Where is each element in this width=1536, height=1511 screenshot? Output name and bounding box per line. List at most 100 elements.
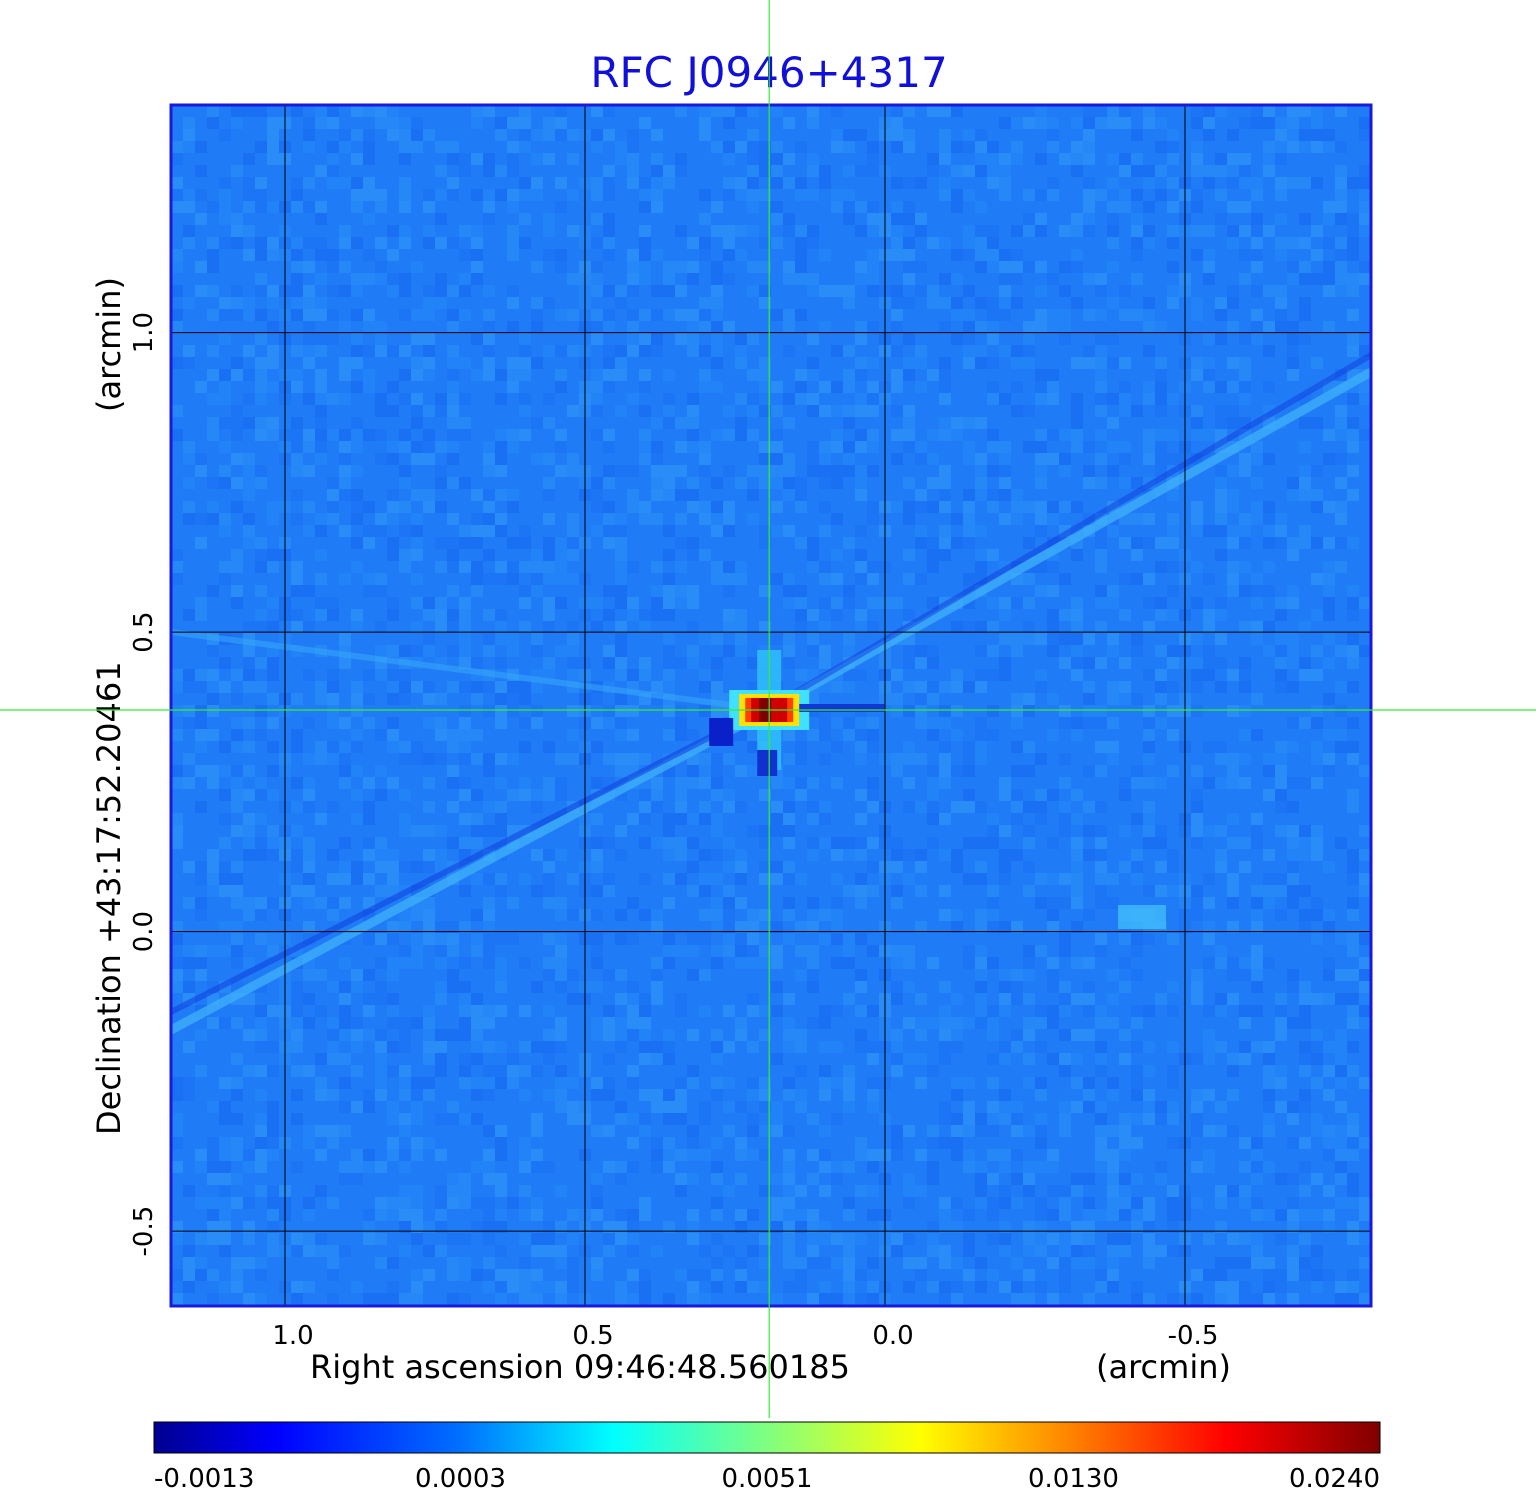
noise-pixel — [1155, 405, 1167, 417]
noise-pixel — [603, 237, 615, 249]
noise-pixel — [1167, 813, 1179, 825]
noise-pixel — [699, 1137, 711, 1149]
noise-pixel — [399, 369, 411, 381]
noise-pixel — [1311, 429, 1323, 441]
noise-pixel — [699, 501, 711, 513]
noise-pixel — [1095, 1113, 1107, 1125]
noise-pixel — [1011, 693, 1023, 705]
noise-pixel — [951, 537, 963, 549]
noise-pixel — [1143, 225, 1155, 237]
noise-pixel — [807, 429, 819, 441]
noise-pixel — [735, 765, 747, 777]
noise-pixel — [1083, 633, 1095, 645]
noise-pixel — [1131, 825, 1143, 837]
noise-pixel — [663, 573, 675, 585]
noise-pixel — [219, 1077, 231, 1089]
noise-pixel — [399, 957, 411, 969]
noise-pixel — [231, 117, 243, 129]
noise-pixel — [663, 1149, 675, 1161]
noise-pixel — [303, 1089, 315, 1101]
noise-pixel — [1119, 177, 1131, 189]
noise-pixel — [1047, 153, 1059, 165]
noise-pixel — [1239, 861, 1251, 873]
noise-pixel — [459, 681, 471, 693]
noise-pixel — [675, 885, 687, 897]
noise-pixel — [999, 441, 1011, 453]
noise-pixel — [927, 477, 939, 489]
noise-pixel — [987, 669, 999, 681]
noise-pixel — [363, 969, 375, 981]
noise-pixel — [1095, 837, 1107, 849]
noise-pixel — [735, 105, 747, 117]
noise-pixel — [855, 597, 867, 609]
noise-pixel — [819, 1185, 831, 1197]
noise-pixel — [423, 717, 435, 729]
noise-pixel — [747, 165, 759, 177]
noise-pixel — [435, 1029, 447, 1041]
noise-pixel — [975, 129, 987, 141]
noise-pixel — [927, 717, 939, 729]
noise-pixel — [903, 213, 915, 225]
noise-pixel — [591, 345, 603, 357]
noise-pixel — [471, 729, 483, 741]
noise-pixel — [891, 993, 903, 1005]
noise-pixel — [1239, 1041, 1251, 1053]
noise-pixel — [1359, 381, 1371, 393]
noise-pixel — [927, 765, 939, 777]
noise-pixel — [387, 765, 399, 777]
noise-pixel — [927, 801, 939, 813]
noise-pixel — [1119, 633, 1131, 645]
noise-pixel — [495, 813, 507, 825]
noise-pixel — [975, 681, 987, 693]
noise-pixel — [735, 417, 747, 429]
noise-pixel — [375, 405, 387, 417]
noise-pixel — [339, 393, 351, 405]
noise-pixel — [855, 369, 867, 381]
noise-pixel — [519, 357, 531, 369]
noise-pixel — [1263, 285, 1275, 297]
noise-pixel — [1215, 1005, 1227, 1017]
noise-pixel — [543, 621, 555, 633]
noise-pixel — [171, 765, 183, 777]
noise-pixel — [663, 1089, 675, 1101]
noise-pixel — [651, 597, 663, 609]
noise-pixel — [531, 1041, 543, 1053]
noise-pixel — [1311, 105, 1323, 117]
noise-pixel — [291, 621, 303, 633]
noise-pixel — [1275, 609, 1287, 621]
noise-pixel — [1239, 729, 1251, 741]
noise-pixel — [567, 129, 579, 141]
noise-pixel — [567, 909, 579, 921]
noise-pixel — [963, 393, 975, 405]
noise-pixel — [951, 249, 963, 261]
noise-pixel — [1251, 1173, 1263, 1185]
noise-pixel — [459, 777, 471, 789]
noise-pixel — [771, 873, 783, 885]
noise-pixel — [1251, 501, 1263, 513]
noise-pixel — [771, 789, 783, 801]
noise-pixel — [615, 141, 627, 153]
noise-pixel — [975, 477, 987, 489]
noise-pixel — [1287, 129, 1299, 141]
noise-pixel — [723, 513, 735, 525]
noise-pixel — [519, 141, 531, 153]
noise-pixel — [1143, 321, 1155, 333]
noise-pixel — [567, 981, 579, 993]
noise-pixel — [747, 549, 759, 561]
noise-pixel — [555, 1185, 567, 1197]
noise-pixel — [1167, 177, 1179, 189]
noise-pixel — [411, 621, 423, 633]
noise-pixel — [759, 477, 771, 489]
noise-pixel — [615, 525, 627, 537]
noise-pixel — [795, 669, 807, 681]
noise-pixel — [423, 489, 435, 501]
noise-pixel — [171, 249, 183, 261]
noise-pixel — [447, 693, 459, 705]
noise-pixel — [747, 741, 759, 753]
noise-pixel — [387, 273, 399, 285]
noise-pixel — [471, 153, 483, 165]
noise-pixel — [771, 525, 783, 537]
noise-pixel — [1311, 417, 1323, 429]
noise-pixel — [219, 1185, 231, 1197]
noise-pixel — [651, 1077, 663, 1089]
